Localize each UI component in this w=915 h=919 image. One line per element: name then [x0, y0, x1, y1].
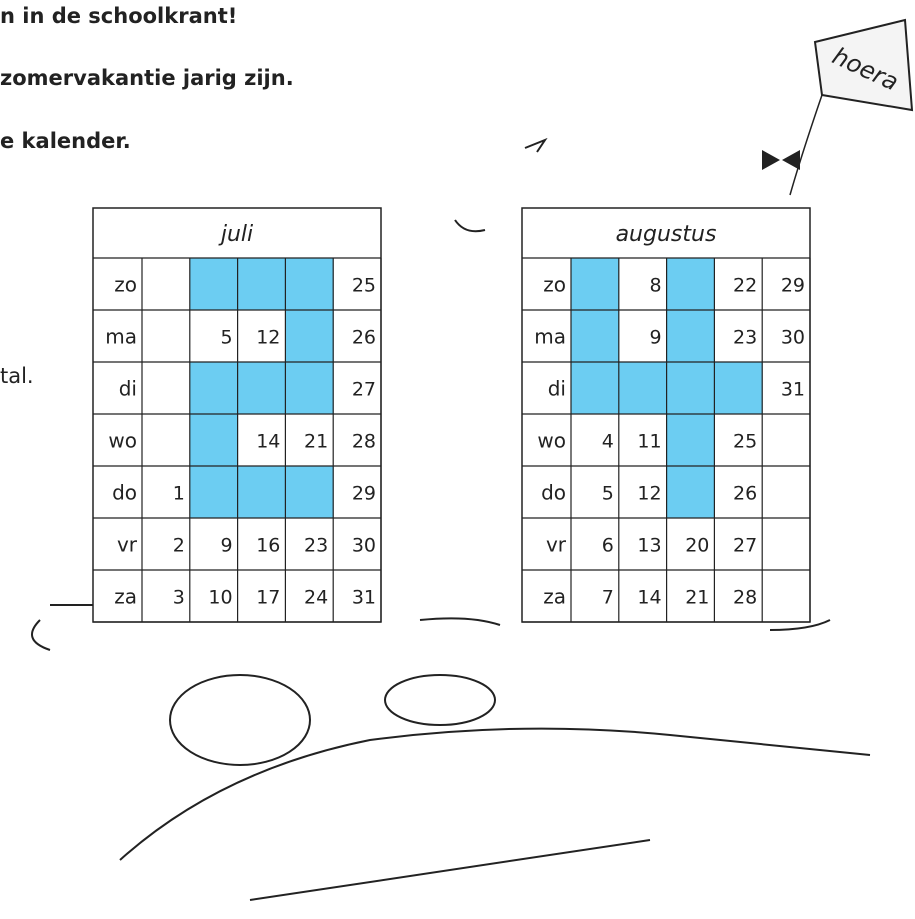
shaded-cell — [285, 466, 334, 519]
date-number: 29 — [352, 483, 376, 505]
day-label: di — [548, 377, 566, 401]
shaded-cell — [237, 362, 286, 415]
day-label: vr — [546, 533, 567, 557]
date-number: 8 — [650, 275, 662, 297]
date-number: 9 — [650, 327, 662, 349]
day-label: ma — [105, 325, 137, 349]
date-number: 25 — [733, 431, 757, 453]
date-number: 7 — [602, 587, 614, 609]
shaded-cell — [189, 414, 239, 467]
date-number: 16 — [256, 535, 280, 557]
day-label: zo — [114, 273, 137, 297]
shaded-cell — [666, 466, 715, 519]
date-number: 9 — [221, 535, 233, 557]
instruction-line: e kalender. — [0, 129, 131, 153]
shaded-cell — [189, 362, 239, 415]
shaded-cell — [237, 466, 286, 519]
date-number: 10 — [208, 587, 232, 609]
day-label: ma — [534, 325, 566, 349]
kite-bow — [762, 150, 800, 170]
date-number: 13 — [637, 535, 661, 557]
shaded-cell — [571, 362, 620, 415]
day-label: do — [541, 481, 566, 505]
shaded-cell — [189, 258, 239, 311]
date-number: 22 — [733, 275, 757, 297]
shaded-cell — [714, 362, 763, 415]
date-number: 21 — [304, 431, 328, 453]
date-number: 12 — [637, 483, 661, 505]
date-number: 28 — [733, 587, 757, 609]
shaded-cell — [666, 414, 715, 467]
person-sketch — [169, 674, 311, 766]
side-text: tal. — [0, 364, 34, 388]
bird — [454, 137, 548, 233]
month-title: juli — [218, 222, 253, 247]
date-number: 2 — [173, 535, 185, 557]
cake-sketch — [384, 674, 496, 726]
date-number: 31 — [781, 379, 805, 401]
date-number: 26 — [733, 483, 757, 505]
kite-string — [789, 94, 823, 196]
date-number: 14 — [256, 431, 280, 453]
instruction-line: n in de schoolkrant! — [0, 4, 238, 28]
date-number: 1 — [173, 483, 185, 505]
date-number: 3 — [173, 587, 185, 609]
date-number: 11 — [637, 431, 661, 453]
date-number: 25 — [352, 275, 376, 297]
date-number: 17 — [256, 587, 280, 609]
date-number: 6 — [602, 535, 614, 557]
date-number: 30 — [781, 327, 805, 349]
shaded-cell — [285, 310, 334, 363]
date-number: 26 — [352, 327, 376, 349]
shaded-cell — [285, 258, 334, 311]
kite — [813, 18, 914, 112]
date-number: 28 — [352, 431, 376, 453]
day-label: vr — [117, 533, 138, 557]
date-number: 5 — [602, 483, 614, 505]
date-number: 30 — [352, 535, 376, 557]
shaded-cell — [237, 258, 286, 311]
shaded-cell — [571, 258, 620, 311]
day-label: za — [543, 585, 566, 609]
day-label: zo — [543, 273, 566, 297]
day-label: wo — [108, 429, 137, 453]
shaded-cell — [666, 258, 715, 311]
date-number: 20 — [685, 535, 709, 557]
date-number: 24 — [304, 587, 328, 609]
shaded-cell — [189, 466, 239, 519]
day-label: wo — [537, 429, 566, 453]
shaded-cell — [666, 310, 715, 363]
date-number: 31 — [352, 587, 376, 609]
shaded-cell — [571, 310, 620, 363]
date-number: 21 — [685, 587, 709, 609]
instruction-line: zomervakantie jarig zijn. — [0, 66, 294, 90]
date-number: 12 — [256, 327, 280, 349]
day-label: do — [112, 481, 137, 505]
shaded-cell — [285, 362, 334, 415]
date-number: 27 — [733, 535, 757, 557]
date-number: 23 — [304, 535, 328, 557]
date-number: 14 — [637, 587, 661, 609]
date-number: 4 — [602, 431, 614, 453]
day-label: di — [119, 377, 137, 401]
date-number: 23 — [733, 327, 757, 349]
shaded-cell — [618, 362, 668, 415]
beach-sketch — [31, 604, 871, 901]
date-number: 29 — [781, 275, 805, 297]
date-number: 5 — [221, 327, 233, 349]
day-label: za — [114, 585, 137, 609]
month-title: augustus — [616, 222, 717, 247]
shaded-cell — [666, 362, 715, 415]
date-number: 27 — [352, 379, 376, 401]
